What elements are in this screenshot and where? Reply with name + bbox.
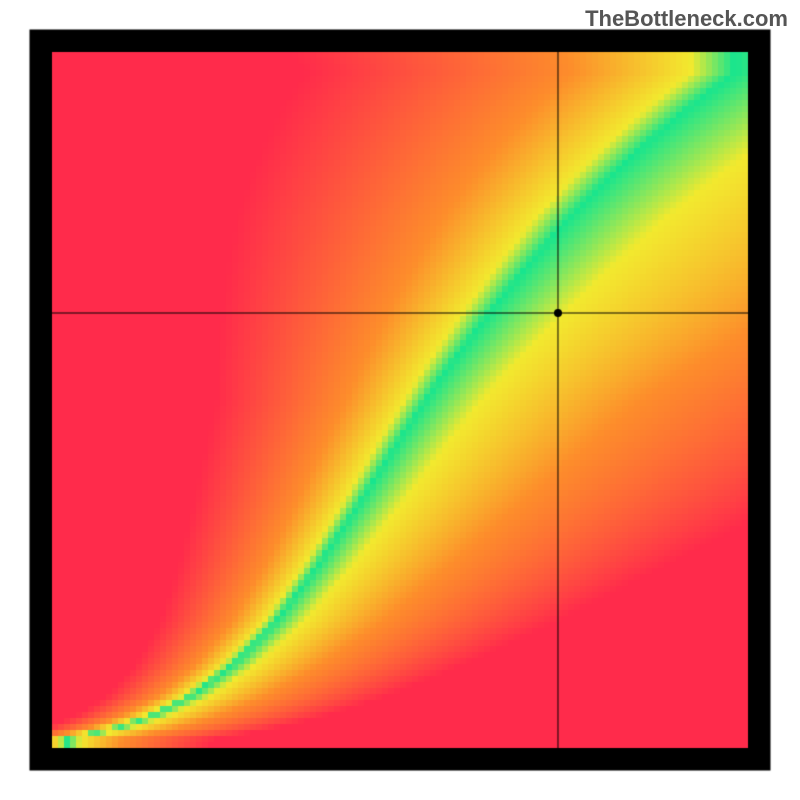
heatmap-canvas [0,0,800,800]
watermark-text: TheBottleneck.com [585,6,788,32]
chart-container: TheBottleneck.com [0,0,800,800]
